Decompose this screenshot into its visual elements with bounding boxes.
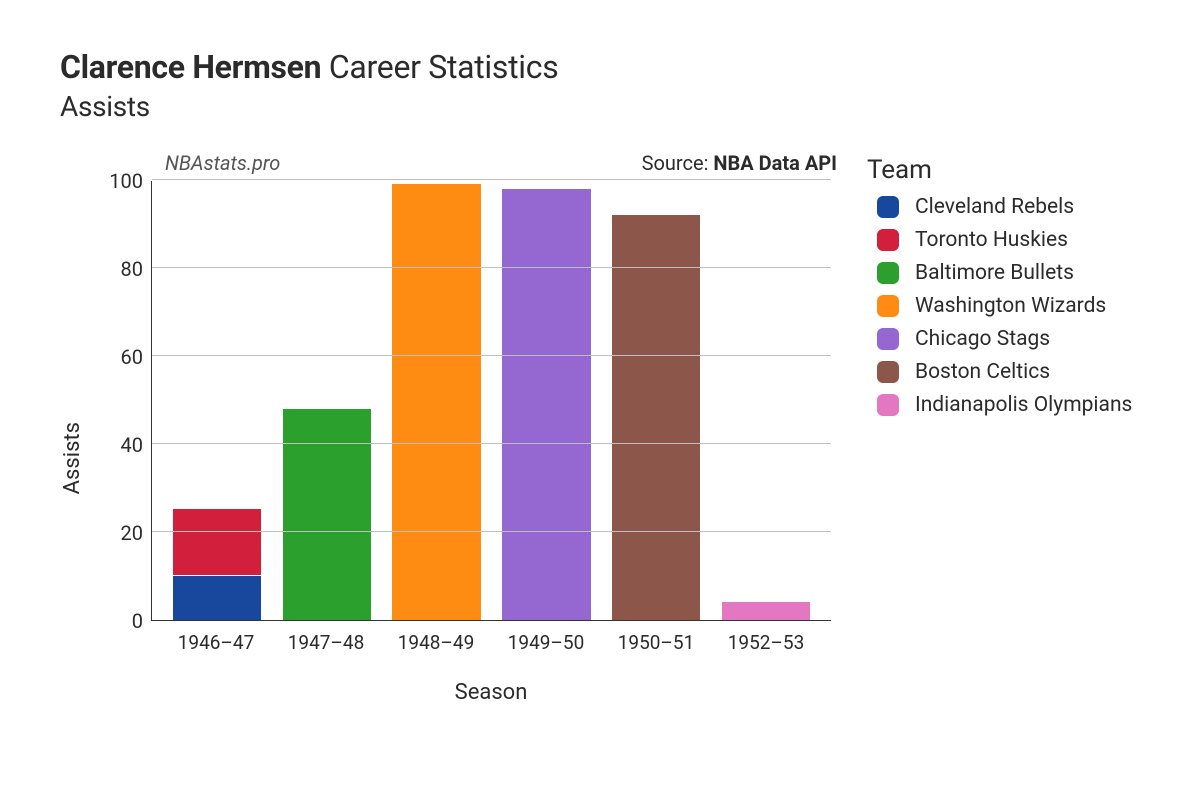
x-axis-ticks: 1946–47 1947–48 1948–49 1949–50 1950–51 1952–… [151, 631, 831, 654]
legend-swatch [877, 262, 899, 284]
title-block: Clarence Hermsen Career Statistics Assis… [60, 48, 1160, 123]
bar [173, 509, 261, 620]
bar-segment [283, 409, 371, 620]
legend-swatch [877, 295, 899, 317]
bar-segment [173, 509, 261, 575]
x-tick-label: 1948–49 [391, 631, 481, 654]
chart-subtitle: Assists [60, 90, 1160, 123]
gridline [152, 355, 831, 356]
legend-swatch [877, 328, 899, 350]
bar [502, 189, 590, 620]
x-tick-label: 1949–50 [501, 631, 591, 654]
bar-segment [392, 184, 480, 620]
bar-segment [502, 189, 590, 620]
y-tick-label: 100 [109, 169, 143, 193]
legend-item: Cleveland Rebels [867, 195, 1132, 219]
gridline [152, 443, 831, 444]
y-tick-label: 60 [121, 345, 143, 369]
legend-label: Toronto Huskies [915, 228, 1068, 252]
y-tick-label: 0 [132, 609, 143, 633]
x-tick-label: 1947–48 [281, 631, 371, 654]
bar [612, 215, 700, 620]
bar [392, 184, 480, 620]
y-axis-ticks: 020406080100 [97, 181, 151, 621]
legend: Team Cleveland Rebels Toronto Huskies Balt… [867, 155, 1132, 426]
source-name: NBA Data API [713, 151, 837, 175]
plot-column: NBAstats.pro Source: NBA Data API 0 20 40 6… [97, 151, 837, 705]
chart-title: Clarence Hermsen Career Statistics [60, 48, 1160, 86]
legend-label: Washington Wizards [915, 294, 1106, 318]
legend-label: Boston Celtics [915, 360, 1050, 384]
top-annotations: NBAstats.pro Source: NBA Data API [97, 151, 837, 181]
legend-label: Cleveland Rebels [915, 195, 1074, 219]
y-tick-label: 40 [121, 433, 143, 457]
legend-swatch [877, 196, 899, 218]
gridline [152, 531, 831, 532]
gridline [152, 267, 831, 268]
legend-item: Chicago Stags [867, 327, 1132, 351]
plot-body: 020406080100 [97, 181, 837, 621]
bar-segment [722, 602, 810, 620]
bar-segment [173, 576, 261, 620]
legend-label: Indianapolis Olympians [915, 393, 1132, 417]
page: Clarence Hermsen Career Statistics Assis… [0, 0, 1200, 745]
bar-segment [612, 215, 700, 620]
y-axis-title: Assists [60, 362, 85, 494]
legend-label: Chicago Stags [915, 327, 1050, 351]
gridline [152, 179, 831, 180]
legend-swatch [877, 394, 899, 416]
x-axis-title: Season [151, 680, 831, 705]
legend-item: Boston Celtics [867, 360, 1132, 384]
bars-container [152, 181, 831, 620]
legend-swatch [877, 361, 899, 383]
x-tick-label: 1952–53 [721, 631, 811, 654]
legend-item: Baltimore Bullets [867, 261, 1132, 285]
legend-label: Baltimore Bullets [915, 261, 1074, 285]
y-tick-label: 20 [121, 521, 143, 545]
chart-row: Assists NBAstats.pro Source: NBA Data AP… [60, 151, 1160, 705]
legend-swatch [877, 229, 899, 251]
title-bold: Clarence Hermsen [60, 48, 321, 86]
legend-title: Team [867, 155, 1132, 185]
legend-items: Cleveland Rebels Toronto Huskies Baltimore… [867, 195, 1132, 417]
source-prefix: Source: [642, 151, 714, 175]
legend-item: Indianapolis Olympians [867, 393, 1132, 417]
legend-item: Toronto Huskies [867, 228, 1132, 252]
legend-item: Washington Wizards [867, 294, 1132, 318]
bar [722, 602, 810, 620]
source-text: Source: NBA Data API [642, 151, 837, 175]
title-rest: Career Statistics [321, 48, 558, 86]
plot-area [151, 181, 831, 621]
y-tick-label: 80 [121, 257, 143, 281]
watermark-text: NBAstats.pro [165, 151, 280, 175]
bar [283, 409, 371, 620]
x-tick-label: 1946–47 [171, 631, 261, 654]
x-tick-label: 1950–51 [611, 631, 701, 654]
